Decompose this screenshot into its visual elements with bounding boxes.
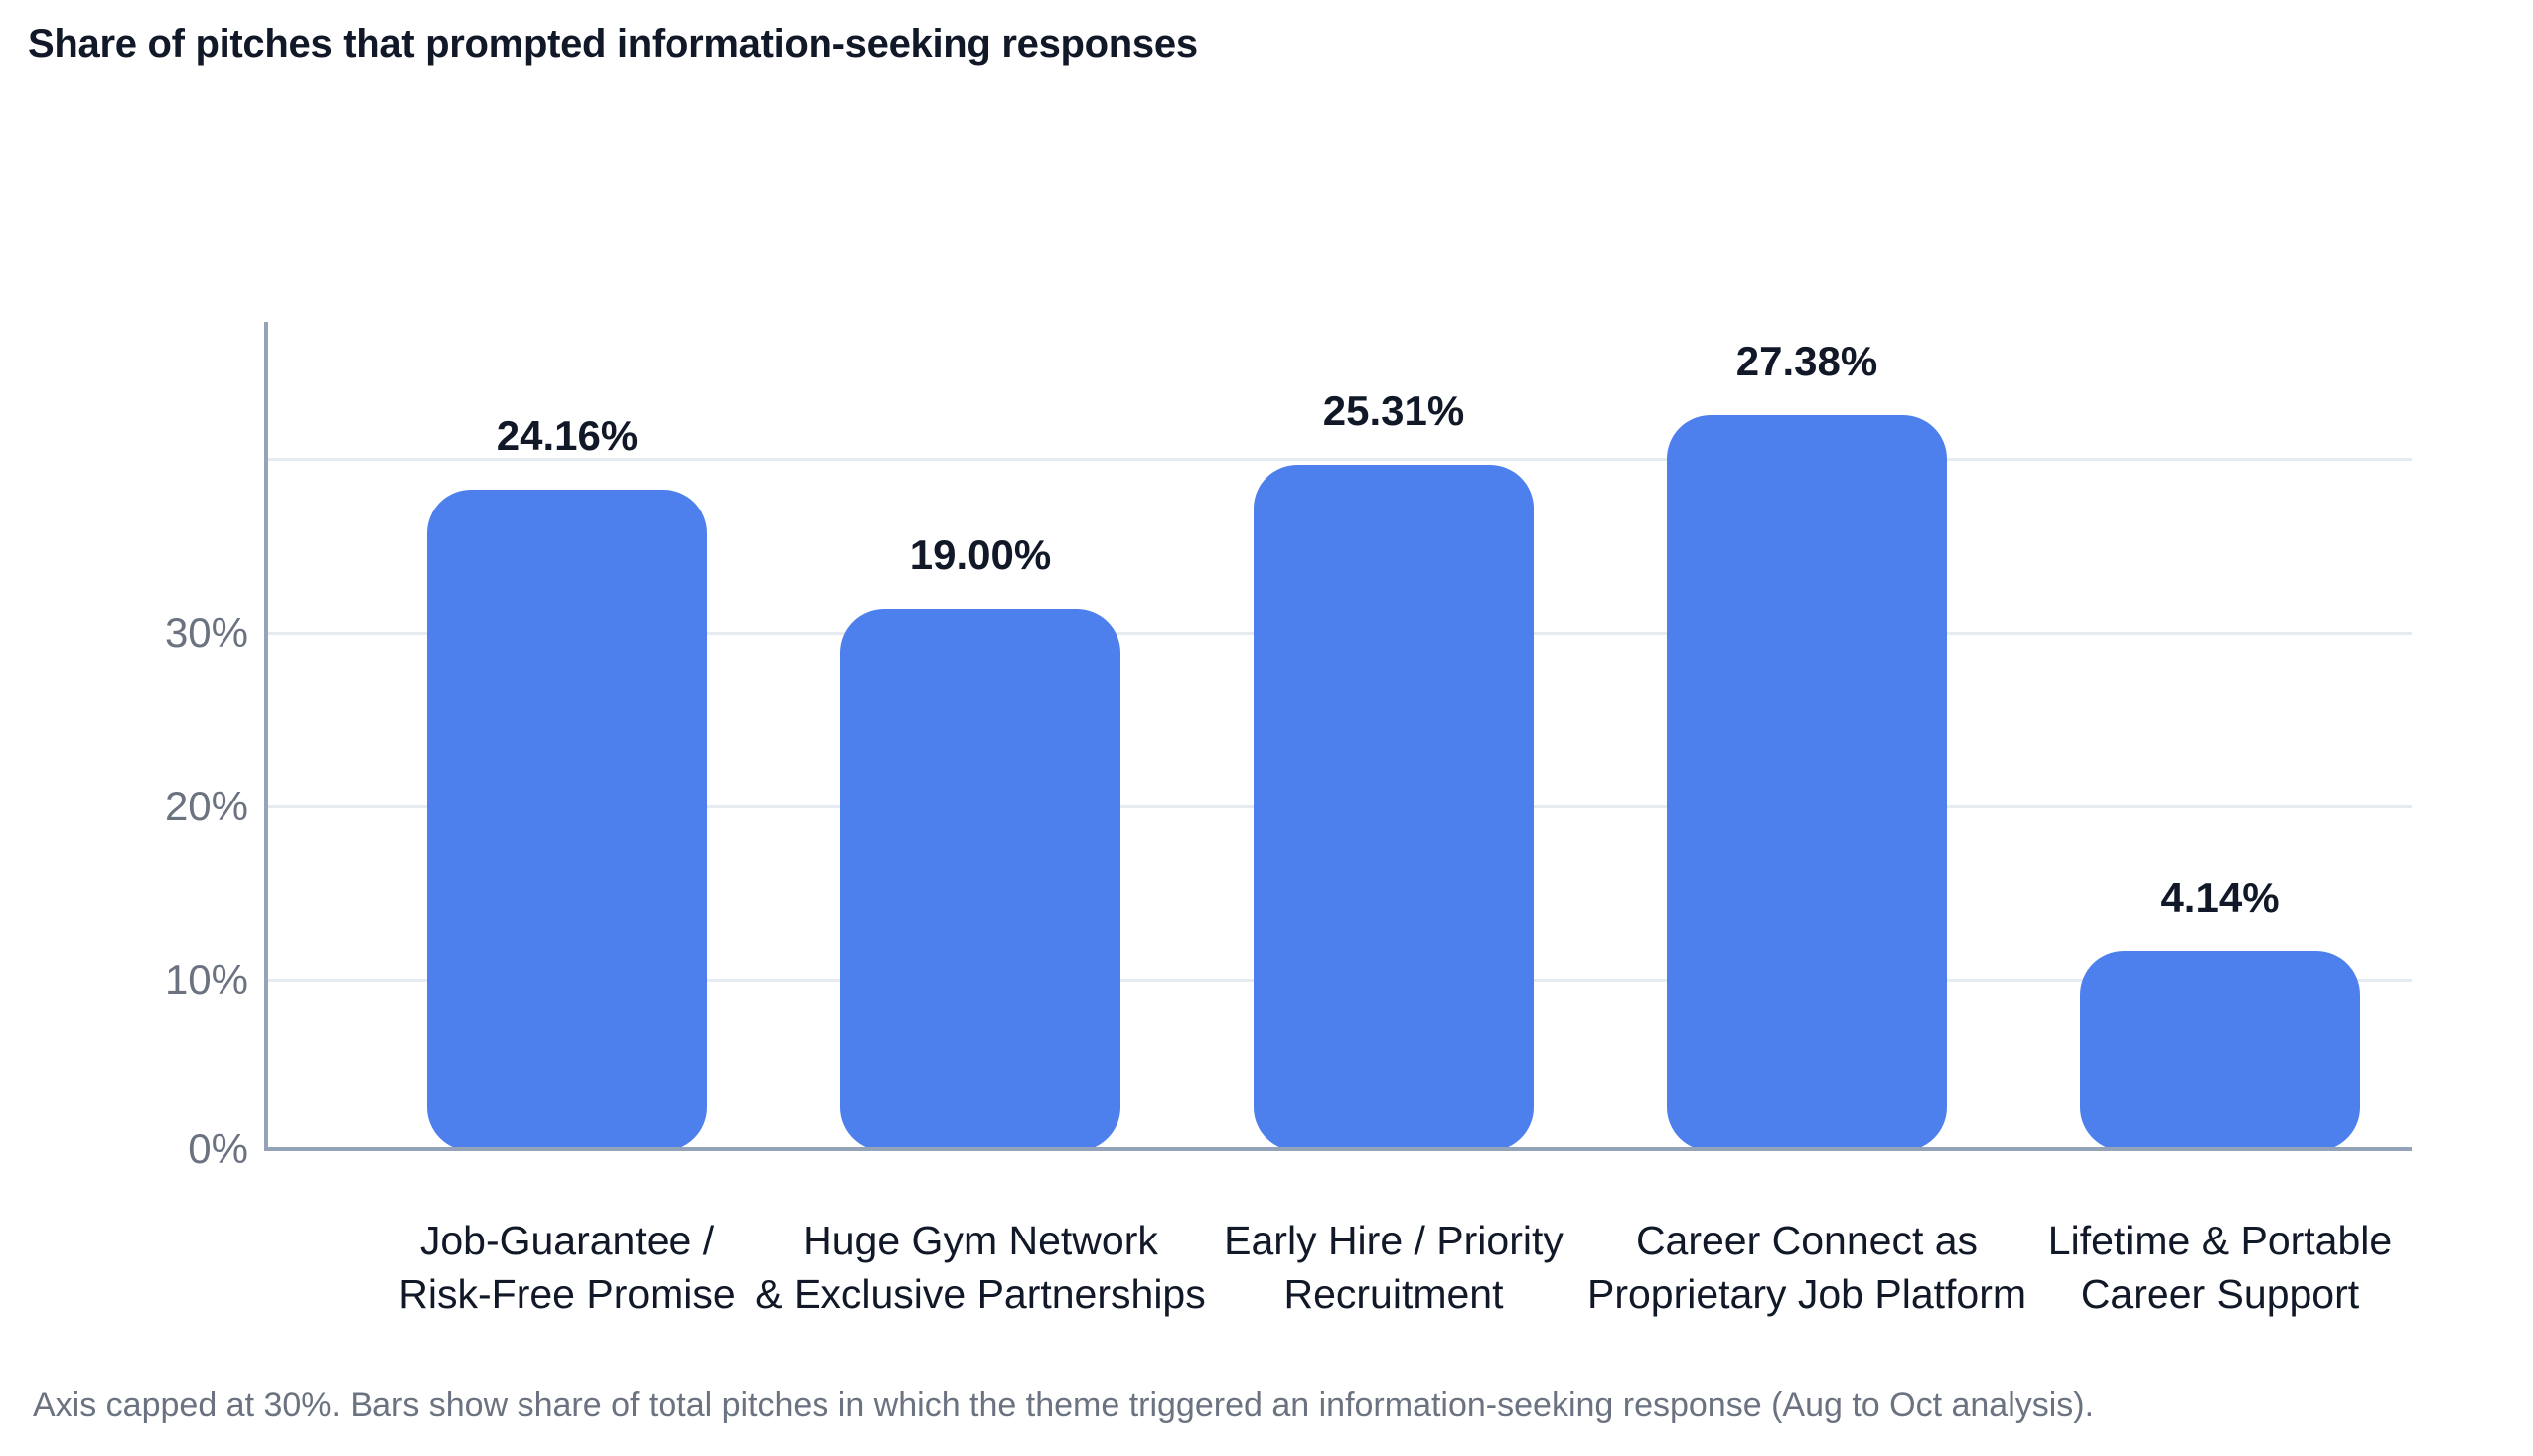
x-axis-category-label: Lifetime & Portable Career Support xyxy=(2048,1214,2392,1321)
bar-value-label: 24.16% xyxy=(496,412,639,459)
x-axis-category-label-line: Career Support xyxy=(2080,1271,2360,1317)
bar-value-label: 19.00% xyxy=(909,531,1052,578)
chart-title: Share of pitches that prompted informati… xyxy=(28,22,1198,66)
bar-value-label: 4.14% xyxy=(2160,874,2280,921)
bar-value-label: 25.31% xyxy=(1322,387,1465,434)
x-axis-category-label-line: Proprietary Job Platform xyxy=(1586,1271,2027,1317)
bar xyxy=(1254,465,1534,1151)
x-axis-category-label-line: Lifetime & Portable xyxy=(2047,1218,2393,1263)
y-axis-tick-label: 20% xyxy=(164,783,248,829)
x-axis-category-label: Early Hire / Priority Recruitment xyxy=(1224,1214,1564,1321)
y-axis-tick-label: 10% xyxy=(164,956,248,1003)
bar xyxy=(1667,415,1947,1151)
x-axis-category-label-line: Huge Gym Network xyxy=(803,1218,1158,1263)
x-axis-category-label: Career Connect as Proprietary Job Platfor… xyxy=(1587,1214,2026,1321)
y-axis-tick-label: 30% xyxy=(164,609,248,655)
bar-value-label: 27.38% xyxy=(1735,338,1878,384)
x-axis-category-label-line: & Exclusive Partnerships xyxy=(755,1271,1206,1317)
chart-footnote: Axis capped at 30%. Bars show share of t… xyxy=(33,1386,2095,1424)
bar xyxy=(840,609,1120,1151)
x-axis-category-label-line: Job-Guarantee / xyxy=(419,1218,715,1263)
y-axis-tick-label: 0% xyxy=(188,1125,248,1172)
x-axis-category-label-line: Career Connect as xyxy=(1635,1218,1979,1263)
gridline xyxy=(268,458,2412,461)
x-axis-category-label: Huge Gym Network & Exclusive Partnerships xyxy=(755,1214,1205,1321)
x-axis-category-label: Job-Guarantee / Risk-Free Promise xyxy=(398,1214,735,1321)
bar xyxy=(2080,951,2360,1151)
x-axis-category-label-line: Risk-Free Promise xyxy=(398,1271,736,1317)
x-axis-category-label-line: Recruitment xyxy=(1283,1271,1504,1317)
x-axis-category-label-line: Early Hire / Priority xyxy=(1224,1218,1564,1263)
x-axis-line xyxy=(264,1147,2412,1151)
y-axis-line xyxy=(264,322,268,1151)
bar xyxy=(427,490,707,1151)
